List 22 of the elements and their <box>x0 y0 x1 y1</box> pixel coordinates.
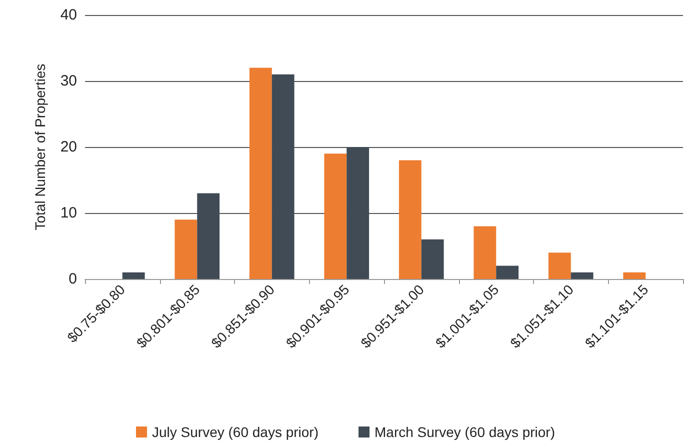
bar <box>122 272 145 279</box>
y-tick-label: 0 <box>68 270 77 288</box>
bar <box>570 272 594 279</box>
bar <box>548 252 571 279</box>
bar <box>421 239 444 279</box>
legend-label: July Survey (60 days prior) <box>152 424 319 440</box>
bar <box>346 147 370 279</box>
bar <box>249 68 272 279</box>
y-tick-label: 30 <box>60 72 77 90</box>
bar <box>197 193 220 279</box>
bar <box>174 220 198 279</box>
y-tick-label: 10 <box>60 204 77 222</box>
bar <box>324 154 347 279</box>
bar <box>623 272 646 279</box>
y-tick-label: 20 <box>60 138 77 156</box>
y-axis-title: Total Number of Properties <box>32 64 48 230</box>
bar <box>474 226 496 279</box>
bar <box>496 266 519 279</box>
legend-label: March Survey (60 days prior) <box>374 424 556 440</box>
y-tick-label: 40 <box>60 6 77 24</box>
bar <box>272 74 294 279</box>
bar <box>398 160 422 279</box>
